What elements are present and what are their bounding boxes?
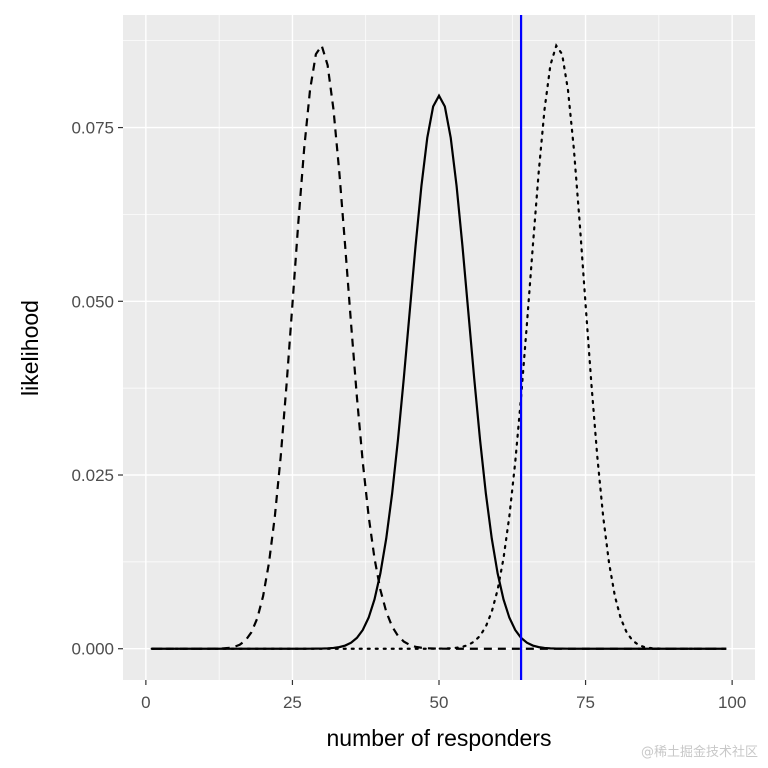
x-axis-label: number of responders bbox=[326, 725, 551, 751]
y-tick-label: 0.050 bbox=[71, 292, 114, 311]
x-tick-label: 25 bbox=[283, 693, 302, 712]
watermark: @稀土掘金技术社区 bbox=[640, 745, 758, 760]
x-tick-label: 0 bbox=[141, 693, 150, 712]
y-tick-label: 0.075 bbox=[71, 119, 114, 138]
y-axis-label: likelihood bbox=[17, 300, 43, 396]
x-tick-label: 75 bbox=[576, 693, 595, 712]
x-tick-label: 50 bbox=[430, 693, 449, 712]
y-tick-label: 0.000 bbox=[71, 640, 114, 659]
series-dotted-p0.7 bbox=[150, 43, 728, 650]
y-tick-label: 0.025 bbox=[71, 466, 114, 485]
axes: 0 25 50 75 100 0.000 0.025 0.050 0.075 bbox=[71, 119, 746, 712]
curves bbox=[150, 43, 728, 650]
x-tick-label: 100 bbox=[718, 693, 746, 712]
